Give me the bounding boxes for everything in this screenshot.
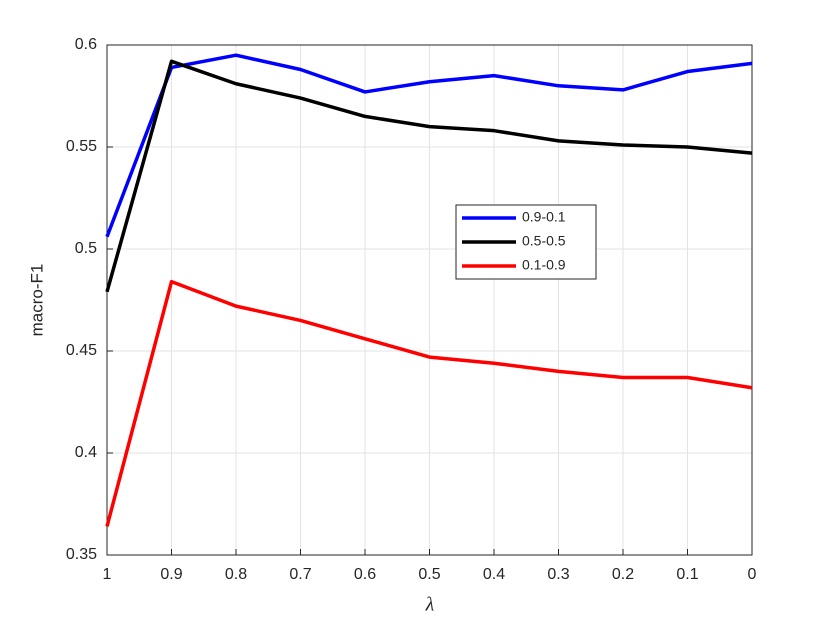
series-line	[105, 53, 753, 238]
x-axis-label: λ	[425, 594, 435, 616]
x-tick-label: 0.6	[354, 566, 376, 583]
legend-label: 0.1-0.9	[522, 257, 566, 273]
y-tick-label: 0.5	[75, 240, 97, 257]
x-tick-label: 0.7	[289, 566, 311, 583]
y-tick-label: 0.6	[75, 36, 97, 53]
y-tick-label: 0.4	[75, 444, 97, 461]
legend-label: 0.9-0.1	[522, 209, 566, 225]
legend-label: 0.5-0.5	[522, 233, 566, 249]
series-line	[105, 279, 753, 527]
x-tick-label: 0.9	[160, 566, 182, 583]
x-tick-label: 0.8	[225, 566, 247, 583]
x-tick-label: 0.3	[547, 566, 569, 583]
y-tick-label: 0.35	[66, 546, 97, 563]
x-tick-label: 1	[103, 566, 112, 583]
series-line	[105, 59, 753, 293]
y-tick-label: 0.45	[66, 342, 97, 359]
x-tick-label: 0.4	[483, 566, 505, 583]
y-axis-label: macro-F1	[27, 264, 46, 337]
x-tick-label: 0.5	[418, 566, 440, 583]
x-tick-label: 0.2	[612, 566, 634, 583]
axes-box	[106, 44, 753, 556]
x-tick-label: 0.1	[676, 566, 698, 583]
x-tick-label: 0	[748, 566, 757, 583]
y-tick-label: 0.55	[66, 138, 97, 155]
